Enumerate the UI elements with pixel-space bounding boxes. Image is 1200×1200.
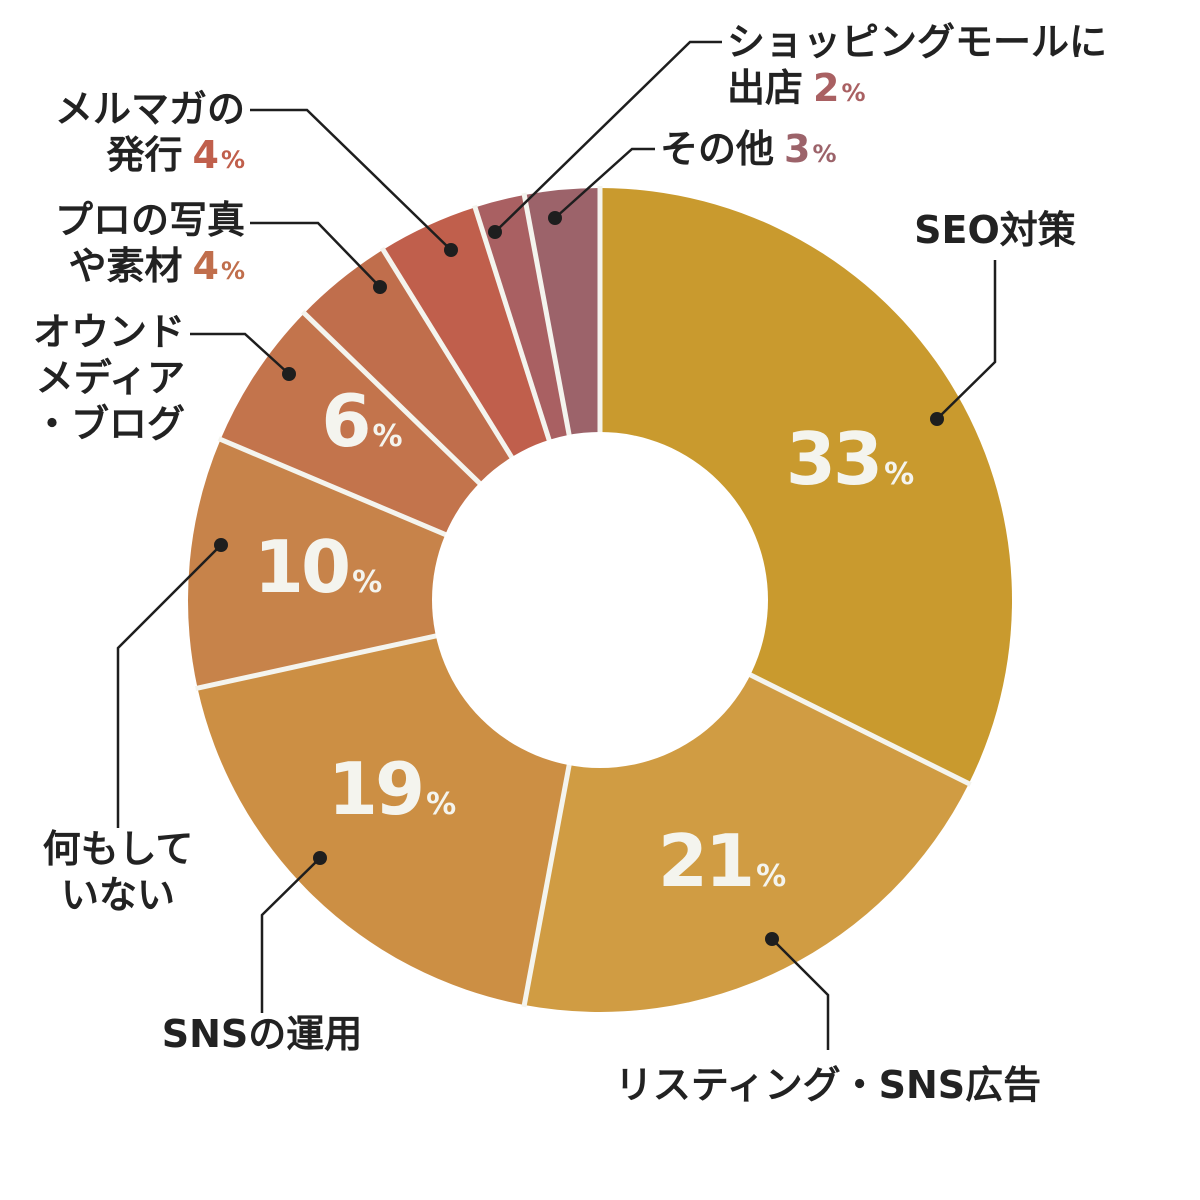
slice-label: メルマガの発行 4% <box>55 87 245 177</box>
leader-dot <box>313 851 327 865</box>
leader-line <box>771 938 830 1050</box>
leader-dot <box>488 225 502 239</box>
callout-5: プロの写真や素材 4% <box>55 198 387 294</box>
leader-line <box>494 40 722 233</box>
callout-1: リスティング・SNS広告 <box>615 932 1041 1107</box>
slice-label: ショッピングモールに出店 2% <box>727 20 1107 110</box>
slice-label: プロの写真や素材 4% <box>55 198 245 288</box>
slice-value: 3 <box>784 127 810 171</box>
callout-3: 何もしていない <box>43 538 228 917</box>
slice-label: SNSの運用 <box>162 1012 363 1056</box>
leader-dot <box>373 280 387 294</box>
leader-line <box>116 544 222 828</box>
leader-dot <box>548 211 562 225</box>
slice-label: その他 3% <box>660 127 837 171</box>
callout-2: SNSの運用 <box>162 851 363 1056</box>
donut-hole <box>432 432 768 768</box>
leader-line <box>936 260 997 420</box>
leader-line <box>260 857 321 1013</box>
leader-line <box>250 221 381 288</box>
callout-0: SEO対策 <box>914 208 1076 426</box>
leader-line <box>190 332 290 375</box>
callout-4: オウンドメディア・ブログ <box>33 310 296 446</box>
slice-label: 何もしていない <box>43 827 194 917</box>
slice-label: オウンドメディア・ブログ <box>33 310 185 446</box>
slice-label: リスティング・SNS広告 <box>615 1063 1041 1107</box>
callout-7: ショッピングモールに出店 2% <box>488 20 1107 239</box>
leader-dot <box>444 243 458 257</box>
leader-dot <box>765 932 779 946</box>
leader-dot <box>930 412 944 426</box>
leader-line <box>554 147 655 219</box>
leader-dot <box>282 367 296 381</box>
callout-6: メルマガの発行 4% <box>55 87 458 257</box>
slice-value: 4 <box>193 133 219 177</box>
slice-label: SEO対策 <box>914 208 1076 252</box>
leader-line <box>250 108 452 251</box>
value-label-1: 21% <box>658 819 786 903</box>
slice-value: 2 <box>813 66 839 110</box>
leader-dot <box>214 538 228 552</box>
slice-value: 4 <box>193 244 219 288</box>
slice-3 <box>188 439 600 689</box>
callout-8: その他 3% <box>548 127 837 225</box>
